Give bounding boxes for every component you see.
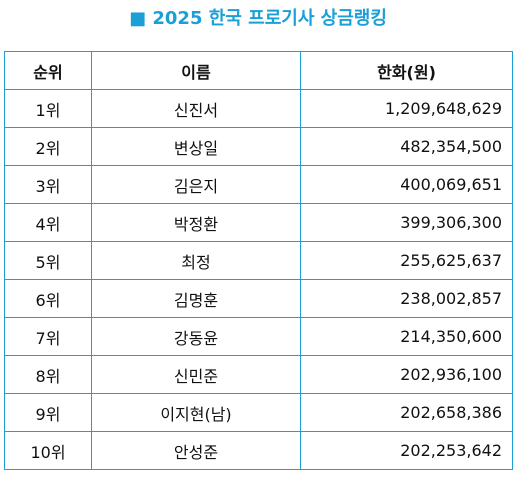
rank-cell: 5위 <box>4 241 92 280</box>
amount-cell: 214,350,600 <box>300 317 513 356</box>
name-cell: 안성준 <box>91 431 301 470</box>
rank-cell: 10위 <box>4 431 92 470</box>
column-header-rank: 순위 <box>4 51 92 90</box>
rank-cell: 2위 <box>4 127 92 166</box>
name-cell: 신민준 <box>91 355 301 394</box>
amount-cell: 202,253,642 <box>300 431 513 470</box>
table-row: 1위 신진서 1,209,648,629 <box>4 89 513 128</box>
amount-cell: 399,306,300 <box>300 203 513 242</box>
table-row: 9위 이지현(남) 202,658,386 <box>4 393 513 432</box>
amount-cell: 1,209,648,629 <box>300 89 513 128</box>
table-row: 8위 신민준 202,936,100 <box>4 355 513 394</box>
amount-cell: 400,069,651 <box>300 165 513 204</box>
table-row: 3위 김은지 400,069,651 <box>4 165 513 204</box>
name-cell: 박정환 <box>91 203 301 242</box>
column-header-amount: 한화(원) <box>300 51 513 90</box>
name-cell: 신진서 <box>91 89 301 128</box>
table-row: 7위 강동윤 214,350,600 <box>4 317 513 356</box>
page-title: ■ 2025 한국 프로기사 상금랭킹 <box>129 8 387 29</box>
table-row: 2위 변상일 482,354,500 <box>4 127 513 166</box>
name-cell: 김명훈 <box>91 279 301 318</box>
table-row: 10위 안성준 202,253,642 <box>4 431 513 470</box>
rank-cell: 9위 <box>4 393 92 432</box>
amount-cell: 238,002,857 <box>300 279 513 318</box>
table-header-row: 순위 이름 한화(원) <box>4 51 513 90</box>
rank-cell: 4위 <box>4 203 92 242</box>
rank-cell: 8위 <box>4 355 92 394</box>
rank-cell: 6위 <box>4 279 92 318</box>
name-cell: 변상일 <box>91 127 301 166</box>
ranking-table: 순위 이름 한화(원) 1위 신진서 1,209,648,629 2위 변상일 … <box>4 51 513 470</box>
rank-cell: 1위 <box>4 89 92 128</box>
rank-cell: 7위 <box>4 317 92 356</box>
name-cell: 강동윤 <box>91 317 301 356</box>
amount-cell: 255,625,637 <box>300 241 513 280</box>
name-cell: 최정 <box>91 241 301 280</box>
name-cell: 이지현(남) <box>91 393 301 432</box>
name-cell: 김은지 <box>91 165 301 204</box>
table-row: 5위 최정 255,625,637 <box>4 241 513 280</box>
amount-cell: 482,354,500 <box>300 127 513 166</box>
table-row: 4위 박정환 399,306,300 <box>4 203 513 242</box>
table-row: 6위 김명훈 238,002,857 <box>4 279 513 318</box>
rank-cell: 3위 <box>4 165 92 204</box>
amount-cell: 202,658,386 <box>300 393 513 432</box>
column-header-name: 이름 <box>91 51 301 90</box>
amount-cell: 202,936,100 <box>300 355 513 394</box>
